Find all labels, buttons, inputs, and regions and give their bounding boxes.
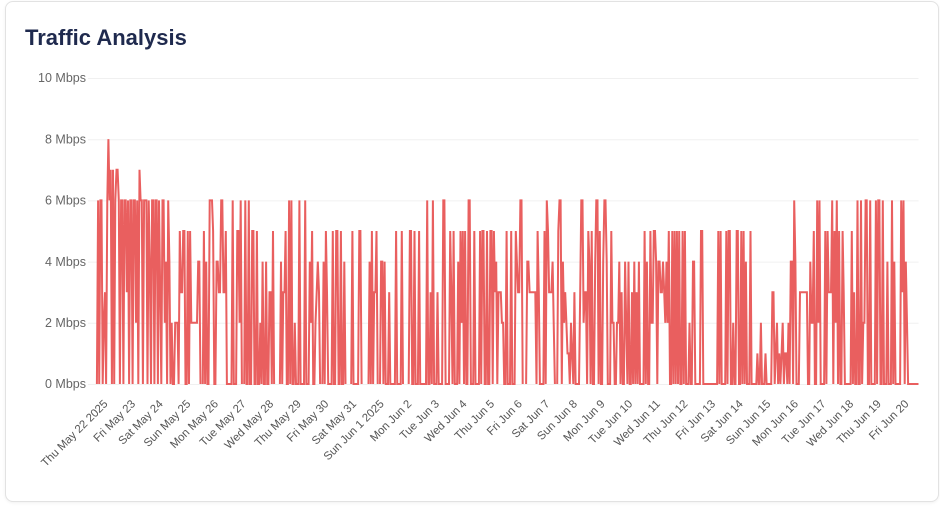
svg-text:8 Mbps: 8 Mbps — [45, 132, 86, 146]
svg-text:6 Mbps: 6 Mbps — [45, 194, 86, 208]
svg-text:10 Mbps: 10 Mbps — [38, 71, 86, 85]
svg-text:0 Mbps: 0 Mbps — [45, 377, 86, 391]
svg-text:4 Mbps: 4 Mbps — [45, 255, 86, 269]
svg-text:2 Mbps: 2 Mbps — [45, 316, 86, 330]
